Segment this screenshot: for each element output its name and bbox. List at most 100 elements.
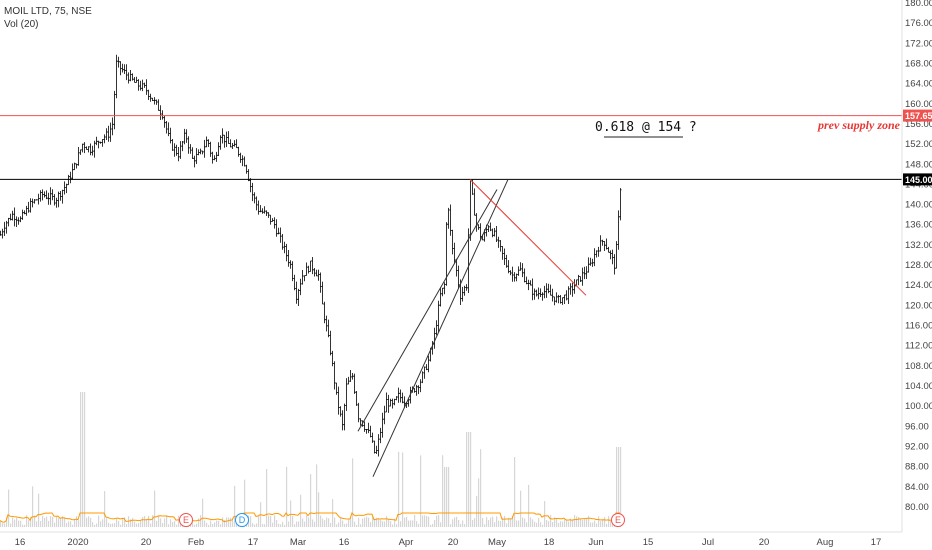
svg-text:E: E — [183, 515, 189, 525]
volume-bar — [162, 523, 164, 527]
candle — [351, 373, 354, 380]
volume-bar — [484, 524, 486, 527]
candle — [55, 197, 58, 208]
candle — [515, 273, 518, 282]
volume-bar — [434, 520, 436, 527]
candle — [465, 284, 468, 291]
volume-bar — [136, 523, 138, 527]
volume-bar — [152, 515, 154, 527]
candle — [581, 267, 584, 286]
candle — [571, 282, 574, 297]
candle — [301, 270, 304, 285]
volume-bar — [306, 515, 308, 527]
fib-annotation[interactable]: 0.618 @ 154 ? — [595, 120, 697, 138]
volume-bar — [520, 490, 522, 527]
candle — [239, 152, 242, 163]
candle — [175, 144, 178, 156]
volume-bar — [344, 524, 346, 527]
candle — [149, 93, 152, 102]
candle — [87, 146, 90, 153]
volume-bar — [428, 516, 430, 527]
candle — [413, 388, 416, 393]
candle — [127, 72, 130, 84]
candle — [423, 366, 426, 379]
volume-bar — [316, 464, 318, 527]
volume-bar — [404, 517, 406, 527]
volume-bar — [58, 518, 60, 527]
volume-bar — [6, 517, 8, 527]
trendline[interactable] — [357, 189, 498, 432]
candle — [159, 105, 162, 120]
candle — [619, 188, 622, 221]
x-tick-label: Jul — [702, 537, 714, 548]
volume-bar — [26, 515, 28, 527]
volume-bar — [96, 523, 98, 527]
price-label: 157.65 — [903, 109, 932, 122]
candle — [61, 189, 64, 204]
candle — [23, 210, 26, 215]
volume-bar — [112, 523, 114, 527]
volume-bar — [106, 518, 108, 527]
candle — [347, 376, 350, 385]
candle — [265, 210, 268, 216]
y-tick-label: 164.00 — [905, 79, 932, 90]
volume-bar — [70, 521, 72, 527]
x-tick-label: Feb — [188, 537, 204, 548]
event-marker[interactable]: E — [611, 513, 625, 527]
volume-bar — [552, 522, 554, 527]
candle — [395, 396, 398, 401]
candle — [115, 54, 118, 99]
candle — [441, 287, 444, 297]
volume-bar — [544, 501, 546, 527]
volume-bar — [422, 515, 424, 527]
candle — [193, 155, 196, 168]
volume-bar — [488, 520, 490, 527]
candle — [307, 265, 310, 274]
event-marker[interactable]: D — [235, 513, 249, 527]
volume-bar — [472, 519, 474, 527]
volume-bar — [110, 523, 112, 527]
volume-bar — [274, 515, 276, 527]
candle — [435, 320, 438, 336]
volume-bar — [230, 517, 232, 527]
price-label: 145.00 — [903, 173, 932, 186]
volume-bar — [572, 519, 574, 527]
candle — [367, 422, 370, 434]
candle — [437, 300, 440, 333]
candle — [461, 286, 464, 302]
volume-bar — [142, 516, 144, 527]
trendline[interactable] — [372, 179, 509, 477]
volume-bar — [582, 519, 584, 527]
y-tick-label: 124.00 — [905, 280, 932, 291]
candle — [489, 222, 492, 232]
volume-bar — [148, 515, 150, 527]
volume-bar — [164, 518, 166, 527]
candle — [169, 127, 172, 144]
candle — [101, 138, 104, 147]
volume-bar — [2, 522, 4, 527]
candle — [603, 241, 606, 251]
candle — [335, 382, 338, 395]
volume-bar — [56, 516, 58, 527]
volume-bar — [602, 519, 604, 527]
candle — [251, 182, 254, 202]
volume-bar — [294, 524, 296, 527]
volume-bar — [86, 517, 88, 527]
volume-bar — [610, 520, 612, 527]
candle — [373, 440, 376, 454]
event-marker[interactable]: E — [179, 513, 193, 527]
candle — [549, 284, 552, 296]
trendline[interactable] — [469, 179, 587, 296]
candle — [277, 227, 280, 235]
candle — [601, 239, 604, 246]
candle — [131, 73, 134, 81]
volume-bar — [340, 517, 342, 527]
y-tick-label: 128.00 — [905, 260, 932, 271]
y-tick-label: 136.00 — [905, 220, 932, 231]
volume-bar — [84, 392, 86, 527]
candle — [203, 139, 206, 158]
volume-bar — [442, 455, 444, 527]
volume-bar — [618, 447, 620, 527]
